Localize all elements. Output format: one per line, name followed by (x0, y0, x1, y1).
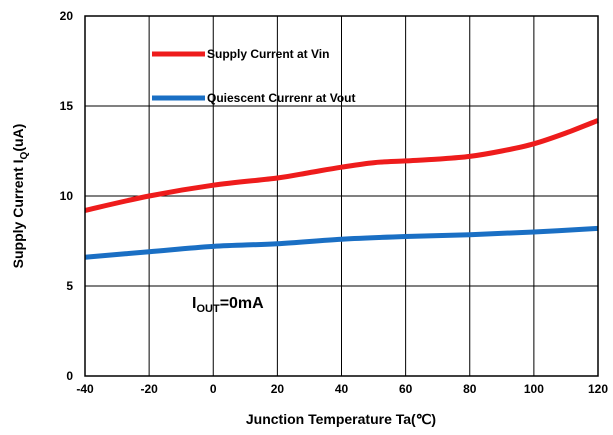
legend-label-1: Supply Current at Vin (207, 47, 329, 61)
annotation-rest: =0mA (220, 295, 264, 312)
series-line-1 (84, 118, 599, 213)
x-ticks: -40 -20 0 20 40 60 80 100 120 (76, 382, 608, 396)
x-tick-label: 20 (271, 382, 285, 396)
y-tick-label: 5 (66, 279, 73, 293)
y-tick-label: 15 (60, 99, 74, 113)
y-tick-label: 0 (66, 369, 73, 383)
plot-frame (84, 15, 599, 377)
x-tick-label: 0 (210, 382, 217, 396)
series-layer (84, 118, 599, 260)
x-tick-label: 40 (335, 382, 349, 396)
x-tick-label: 120 (588, 382, 608, 396)
x-tick-label: 60 (399, 382, 413, 396)
y-ticks: 0 5 10 15 20 (60, 9, 74, 383)
y-tick-label: 10 (60, 189, 74, 203)
annotation-sub: OUT (196, 303, 220, 315)
y-tick-label: 20 (60, 9, 74, 23)
annotation: IOUT=0mA (192, 295, 264, 315)
x-tick-label: -40 (76, 382, 94, 396)
y-axis-title: Supply Current IQ(uA) (10, 124, 30, 269)
legend-label-2: Quiescent Currenr at Vout (207, 91, 355, 105)
y-axis-title-unit: (uA) (10, 124, 26, 152)
y-axis-title-sub: Q (19, 151, 30, 159)
x-tick-label: 100 (524, 382, 544, 396)
x-axis-title: Junction Temperature Ta(℃) (246, 411, 436, 427)
y-axis-title-main: Supply Current I (10, 159, 26, 268)
series-line-2 (84, 225, 599, 260)
annotation-main: I (192, 295, 196, 312)
x-tick-label: 80 (463, 382, 477, 396)
x-tick-label: -20 (140, 382, 158, 396)
legend: Supply Current at Vin Quiescent Currenr a… (152, 47, 355, 105)
